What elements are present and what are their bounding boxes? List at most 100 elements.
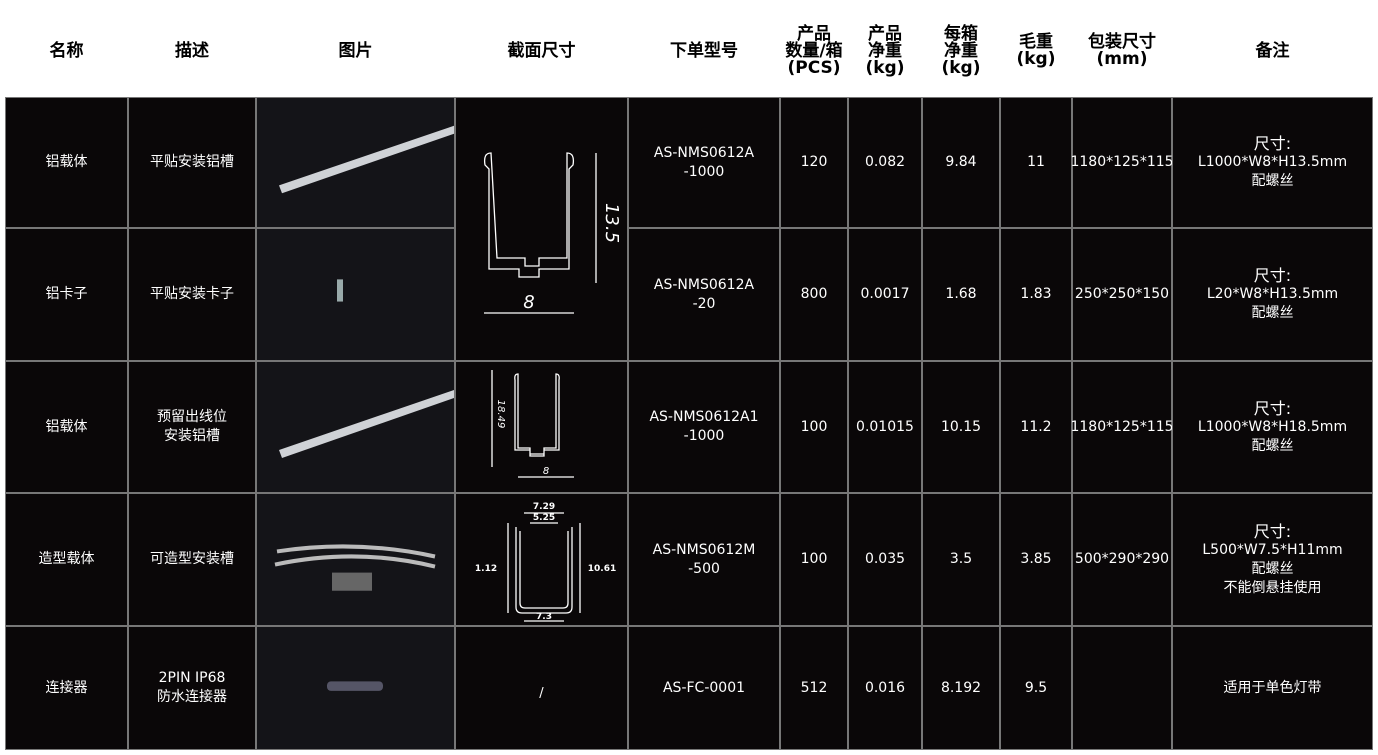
- remark-text: 适用于单色灯带: [1223, 679, 1322, 696]
- net-cell: 0.035: [848, 493, 922, 626]
- name-cell: 连接器: [5, 626, 128, 750]
- desc-text: 可造型安装槽: [150, 551, 234, 567]
- name-text: 造型载体: [38, 551, 95, 567]
- desc-text: 防水连接器: [157, 689, 227, 705]
- model-text: -500: [688, 560, 720, 577]
- header-text: 截面尺寸: [507, 40, 576, 61]
- remark-text: 尺寸:: [1253, 266, 1292, 285]
- drawing-line: [483, 152, 575, 278]
- photo-profile: [279, 390, 454, 458]
- product-photo: [257, 362, 454, 492]
- header-text: 每箱: [944, 23, 978, 44]
- photo-cell: [256, 626, 455, 750]
- gross-cell: 9.5: [1000, 626, 1072, 750]
- section-drawing: 18.49 8: [491, 370, 574, 478]
- header-cell: 下单型号: [628, 5, 780, 97]
- box-net-text: 10.15: [940, 418, 982, 435]
- photo-profile: [276, 544, 436, 559]
- desc-cell: 平贴安装卡子: [128, 228, 256, 361]
- box-net-cell: 8.192: [922, 626, 1000, 750]
- model-text: AS-NMS0612A1: [649, 409, 759, 425]
- header-text: (kg): [941, 57, 981, 78]
- remark-text: 尺寸:: [1253, 398, 1292, 418]
- box-net-text: 3.5: [949, 551, 973, 567]
- desc-text: 平贴安装铝槽: [150, 154, 234, 170]
- remark-text: 配螺丝: [1251, 560, 1294, 577]
- box-net-cell: 3.5: [922, 493, 1000, 626]
- dimension-label: 8: [523, 292, 534, 313]
- box-net-text: 1.68: [945, 286, 977, 302]
- model-cell: AS-NMS0612M -500: [628, 493, 780, 626]
- pack-cell: [1072, 626, 1172, 750]
- header-cell: 备注: [1172, 5, 1373, 97]
- photo-profile: [274, 554, 436, 569]
- dimension-label: 18.49: [495, 400, 506, 429]
- pack-text: 1180*125*115: [1070, 418, 1174, 435]
- remark-text: 尺寸:: [1253, 134, 1292, 153]
- remark-text: 配螺丝: [1251, 305, 1294, 321]
- section-cell: 7.29 5.25 1.12 10.61 7.3: [455, 493, 628, 626]
- desc-cell: 可造型安装槽: [128, 493, 256, 626]
- dimension-label: 7.3: [536, 612, 552, 622]
- name-text: 连接器: [45, 679, 88, 696]
- dimension-label: 8: [543, 466, 549, 477]
- header-text: 净重: [944, 40, 978, 61]
- product-photo: [257, 494, 454, 625]
- net-text: 0.035: [864, 551, 906, 567]
- net-text: 0.0017: [860, 286, 910, 302]
- product-photo: [257, 229, 454, 360]
- header-text: 下单型号: [670, 40, 738, 61]
- section-drawing: 7.295.25 1.12 10.61 7.3: [475, 502, 616, 622]
- model-cell: AS-NMS0612A -20: [628, 228, 780, 361]
- remark-text: 不能倒悬挂使用: [1223, 579, 1322, 596]
- desc-cell: 预留出线位 安装铝槽: [128, 361, 256, 493]
- drawing-line: [514, 373, 560, 457]
- model-text: -20: [692, 295, 716, 312]
- net-cell: 0.0017: [848, 228, 922, 361]
- qty-text: 100: [800, 551, 828, 567]
- header-text: 净重: [868, 40, 902, 61]
- photo-profile: [279, 125, 454, 194]
- net-cell: 0.082: [848, 97, 922, 228]
- qty-text: 120: [800, 154, 828, 170]
- header-text: (kg): [1016, 49, 1056, 69]
- header-cell: 每箱 净重 (kg): [922, 5, 1000, 97]
- dimension-label: 10.61: [588, 564, 616, 574]
- model-cell: AS-FC-0001: [628, 626, 780, 750]
- remark-text: L500*W7.5*H11mm: [1202, 541, 1343, 558]
- header-text: 包装尺寸: [1088, 32, 1156, 52]
- model-text: AS-FC-0001: [662, 679, 746, 696]
- header-cell: 毛重 (kg): [1000, 5, 1072, 97]
- header-text: 产品: [868, 23, 902, 44]
- pack-cell: 500*290*290: [1072, 493, 1172, 626]
- desc-cell: 2PIN IP68 防水连接器: [128, 626, 256, 750]
- qty-text: 800: [800, 286, 828, 302]
- dimension-label: /: [539, 686, 544, 701]
- model-text: -1000: [683, 428, 725, 444]
- remark-text: L20*W8*H13.5mm: [1206, 286, 1339, 302]
- section-drawing: /: [539, 686, 544, 701]
- header-cell: 截面尺寸: [455, 5, 628, 97]
- section-cell: 13.5 8: [455, 97, 628, 361]
- gross-text: 9.5: [1024, 679, 1048, 696]
- remark-cell: 尺寸: L500*W7.5*H11mm 配螺丝 不能倒悬挂使用: [1172, 493, 1373, 626]
- qty-cell: 100: [780, 361, 848, 493]
- gross-text: 1.83: [1020, 286, 1052, 302]
- gross-cell: 3.85: [1000, 493, 1072, 626]
- dimension-label: 7.29: [533, 502, 555, 512]
- gross-cell: 11: [1000, 97, 1072, 228]
- qty-cell: 512: [780, 626, 848, 750]
- remark-cell: 尺寸: L1000*W8*H13.5mm 配螺丝: [1172, 97, 1373, 228]
- photo-cell: [256, 361, 455, 493]
- name-text: 铝载体: [45, 154, 88, 170]
- model-text: AS-NMS0612A: [653, 144, 755, 161]
- header-text: 数量/箱: [785, 40, 843, 61]
- gross-cell: 11.2: [1000, 361, 1072, 493]
- desc-text: 安装铝槽: [164, 428, 220, 444]
- name-text: 铝载体: [45, 418, 88, 435]
- header-cell: 包装尺寸 (mm): [1072, 5, 1172, 97]
- name-cell: 铝载体: [5, 97, 128, 228]
- qty-cell: 800: [780, 228, 848, 361]
- header-text: (kg): [865, 57, 905, 78]
